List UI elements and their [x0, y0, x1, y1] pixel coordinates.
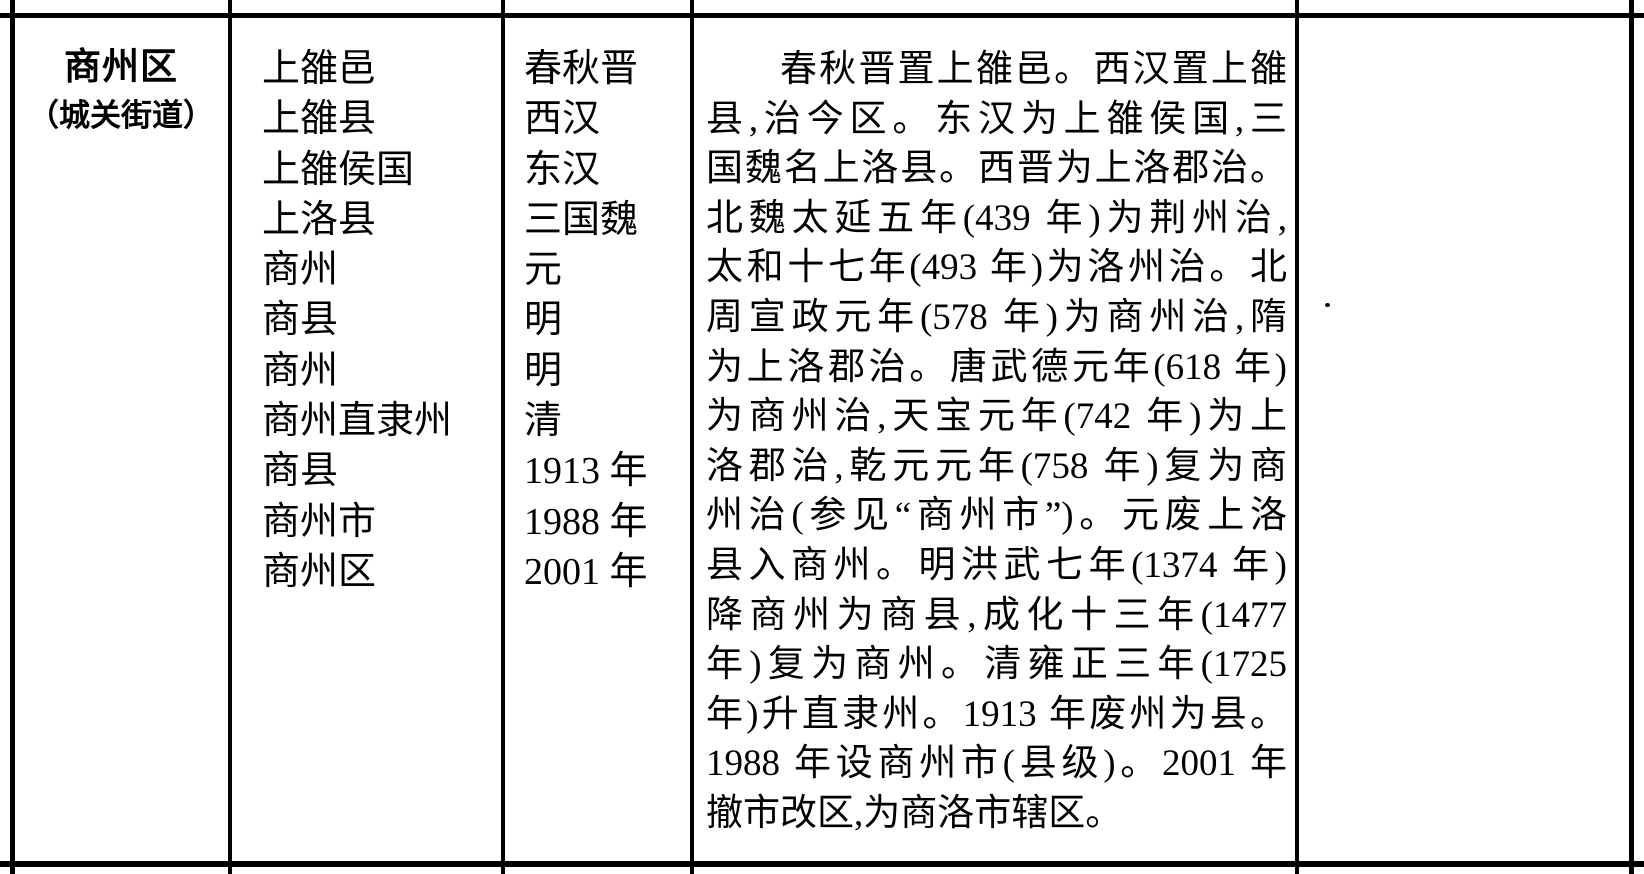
table-border-right [1629, 0, 1634, 874]
historical-name: 商州市 [262, 500, 377, 543]
column-divider-4 [1295, 0, 1299, 874]
column-divider-1 [228, 0, 232, 874]
period: 清 [524, 400, 563, 443]
description-line: 年)升直隶州。1913 年废州为县。 [706, 693, 1287, 735]
description-line: 州治(参见“商州市”)。元废上洛 [706, 495, 1287, 537]
scan-speck [1325, 303, 1330, 307]
description-line: 为商州治,天宝元年(742 年)为上 [706, 396, 1287, 438]
period: 1988 年 [524, 500, 648, 543]
column-divider-2 [501, 0, 505, 874]
historical-name: 商州直隶州 [262, 400, 453, 443]
period: 2001 年 [524, 550, 648, 593]
description-line: 降商州为商县,成化十三年(1477 [706, 594, 1287, 636]
description-line: 撤市改区,为商洛市辖区。 [706, 792, 1123, 834]
period: 西汉 [524, 98, 601, 141]
cell-periods: 春秋晋 西汉 东汉 三国魏元明明清 1913 年 1988 年 2001 年 [524, 44, 688, 597]
period: 元 [524, 249, 563, 292]
region-name-note: （城关街道） [28, 98, 214, 133]
description-line: 1988 年设商州市(县级)。2001 年 [706, 743, 1287, 785]
cell-description: 春秋晋置上雒邑。西汉置上雒县,治今区。东汉为上雒侯国,三 国魏名上洛县。西晋为上洛… [706, 45, 1287, 839]
period: 明 [524, 299, 563, 342]
cell-region-name: 商州区 （城关街道） [14, 44, 228, 138]
historical-name: 商州 [262, 249, 339, 292]
description-line: 县,治今区。东汉为上雒侯国,三 [706, 98, 1287, 140]
historical-name: 商县 [262, 299, 339, 342]
historical-name: 商县 [262, 450, 339, 493]
description-line: 县入商州。明洪武七年(1374 年) [706, 544, 1287, 586]
description-line: 春秋晋置上雒邑。西汉置上雒 [780, 49, 1287, 90]
table-border-left [10, 0, 15, 874]
description-line: 年)复为商州。清雍正三年(1725 [706, 644, 1287, 686]
table-border-bottom [0, 861, 1644, 867]
description-line: 太和十七年(493 年)为洛州治。北 [706, 247, 1287, 289]
historical-name: 商州区 [262, 550, 377, 593]
description-line: 为上洛郡治。唐武德元年(618 年) [706, 346, 1287, 388]
description-line: 周宣政元年(578 年)为商州治,隋 [706, 296, 1287, 338]
period: 明 [524, 349, 563, 392]
historical-name: 上雒侯国 [262, 148, 415, 191]
description-line: 洛郡治,乾元元年(758 年)复为商 [706, 445, 1287, 487]
region-name: 商州区 [64, 47, 178, 88]
period: 1913 年 [524, 450, 648, 493]
description-line: 北魏太延五年(439 年)为荆州治, [706, 197, 1287, 239]
historical-name: 上洛县 [262, 198, 377, 241]
period: 春秋晋 [524, 48, 639, 90]
period: 东汉 [524, 148, 601, 191]
cell-historical-names: 上雒邑 上雒县 上雒侯国 上洛县 商州 商县 商州 商州直隶州 商县 商州市 商州区 [262, 44, 498, 597]
description-line: 国魏名上洛县。西晋为上洛郡治。 [706, 148, 1287, 190]
historical-name: 上雒邑 [262, 48, 377, 90]
historical-name: 上雒县 [262, 98, 377, 141]
table-border-top [0, 13, 1644, 18]
historical-name: 商州 [262, 349, 339, 392]
period: 三国魏 [524, 198, 639, 241]
column-divider-3 [690, 0, 694, 874]
